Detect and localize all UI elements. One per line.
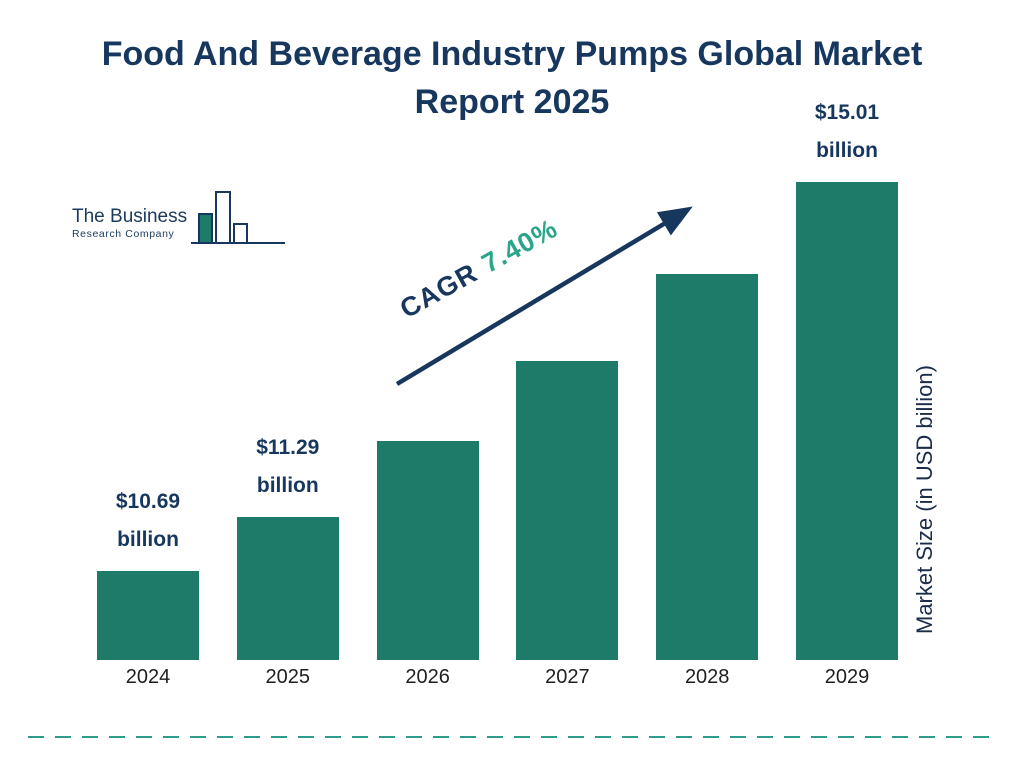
- x-tick-2025: 2025: [265, 666, 311, 688]
- logo-line2: Research Company: [72, 228, 175, 240]
- bar-chart-logo-icon: [191, 191, 286, 244]
- x-tick-2028: 2028: [684, 666, 730, 688]
- value-unit: billion: [256, 474, 319, 497]
- bar-2024: [97, 571, 199, 660]
- x-tick-2026: 2026: [405, 666, 450, 688]
- company-logo-text: The Business Research Company: [72, 206, 187, 250]
- x-tick-2024: 2024: [125, 666, 171, 688]
- x-tick-2029: 2029: [824, 666, 870, 688]
- value-label-2025: $11.29 billion: [188, 429, 388, 505]
- value-unit: billion: [117, 528, 179, 551]
- value-label-2029: $15.01 billion: [747, 94, 947, 170]
- logo-line1: The Business: [72, 206, 188, 227]
- y-axis-label: Market Size (in USD billion): [912, 365, 937, 635]
- value-amount: $15.01: [814, 101, 880, 124]
- company-logo: The Business Research Company: [72, 186, 287, 250]
- bar-2027: [516, 361, 619, 660]
- bar-2029: [796, 182, 898, 660]
- page-title-text: Food And Beverage Industry Pumps Global …: [101, 35, 923, 121]
- page-title: Food And Beverage Industry Pumps Global …: [0, 30, 1024, 126]
- bar-2028: [656, 274, 759, 660]
- value-unit: billion: [816, 139, 878, 162]
- bar-2026: [376, 441, 479, 660]
- cagr-arrow: [395, 206, 693, 386]
- value-label-2024: $10.69 billion: [48, 483, 248, 559]
- bottom-dashed-divider: [28, 736, 996, 738]
- value-amount: $10.69: [115, 490, 181, 513]
- bar-2025: [236, 517, 339, 660]
- x-tick-2027: 2027: [545, 666, 590, 688]
- value-amount: $11.29: [256, 436, 320, 459]
